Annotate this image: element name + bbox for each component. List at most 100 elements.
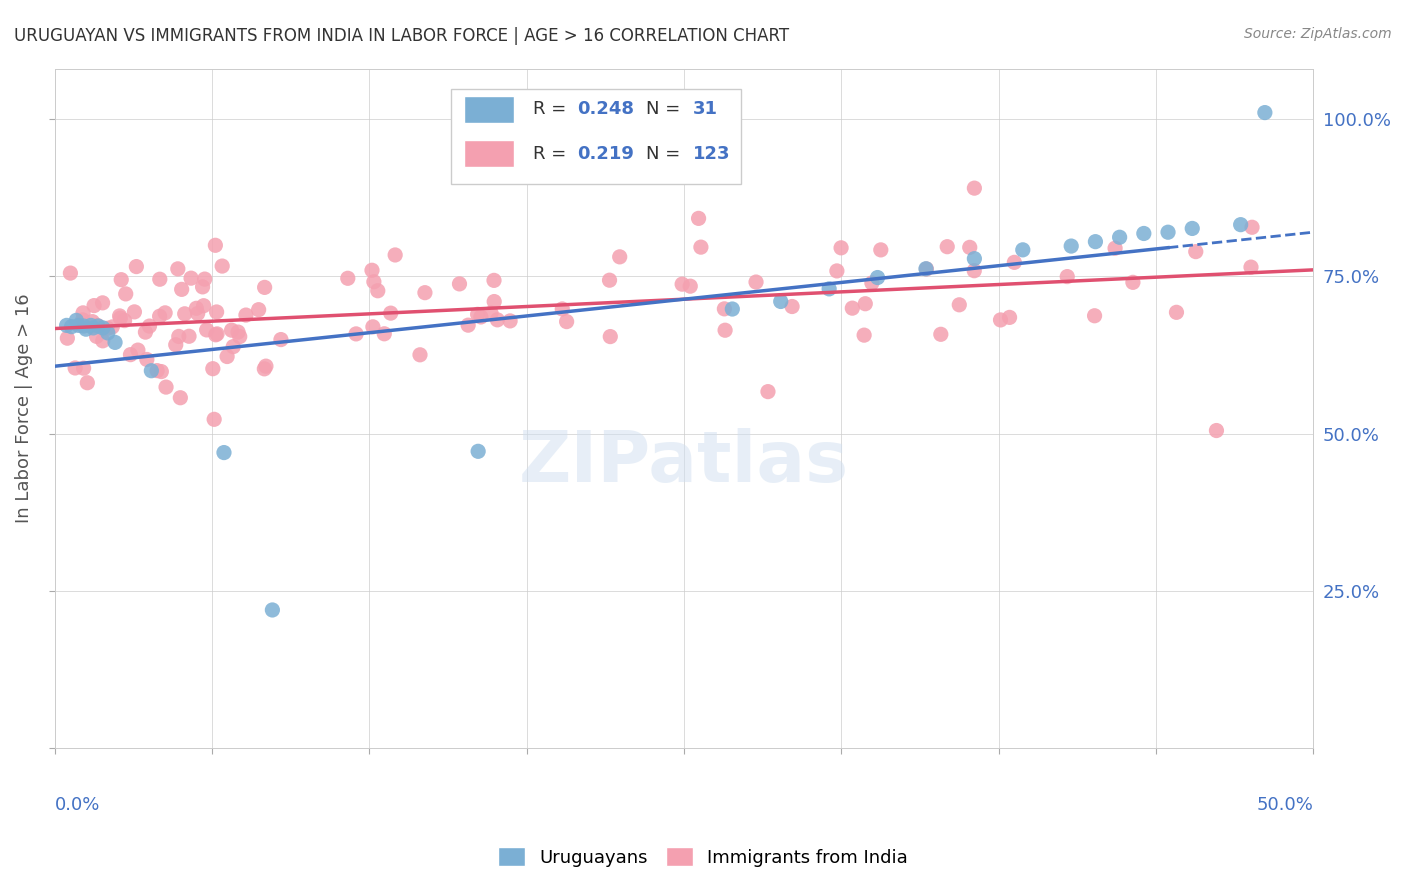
Immigrants from India [91,296,114,310]
Immigrants from India [1166,305,1188,319]
Immigrants from India [253,361,276,376]
Immigrants from India [714,323,737,337]
Uruguayans [866,270,889,285]
Immigrants from India [479,306,502,320]
Immigrants from India [165,338,187,352]
Uruguayans [1060,239,1083,253]
Immigrants from India [756,384,779,399]
Immigrants from India [860,276,883,290]
Text: N =: N = [647,100,686,119]
Immigrants from India [91,334,114,348]
Immigrants from India [1184,244,1206,259]
Text: 0.248: 0.248 [576,100,634,119]
Bar [464,95,515,123]
Immigrants from India [153,306,176,320]
Immigrants from India [963,263,986,277]
Immigrants from India [270,333,292,347]
Immigrants from India [853,328,876,343]
Immigrants from India [780,300,803,314]
Uruguayans [141,364,163,378]
Text: 123: 123 [693,145,730,162]
Immigrants from India [177,329,200,343]
Immigrants from India [482,273,505,287]
Immigrants from India [193,299,215,313]
Uruguayans [1108,230,1130,244]
Y-axis label: In Labor Force | Age > 16: In Labor Force | Age > 16 [15,293,32,524]
Immigrants from India [853,296,876,310]
Uruguayans [818,282,841,296]
Immigrants from India [110,311,132,326]
Immigrants from India [150,365,173,379]
Text: 0.219: 0.219 [576,145,634,162]
Uruguayans [963,252,986,266]
Immigrants from India [96,321,118,335]
Text: Source: ZipAtlas.com: Source: ZipAtlas.com [1244,27,1392,41]
Immigrants from India [72,306,94,320]
Uruguayans [1084,235,1107,249]
Immigrants from India [195,323,218,337]
Immigrants from India [713,301,735,316]
Immigrants from India [202,412,225,426]
Immigrants from India [373,326,395,341]
Uruguayans [1181,221,1204,235]
Immigrants from India [124,305,146,319]
Uruguayans [87,318,110,333]
Text: 0.0%: 0.0% [55,796,100,814]
Immigrants from India [671,277,693,292]
Immigrants from India [149,272,172,286]
Uruguayans [104,335,127,350]
Immigrants from India [948,298,970,312]
Immigrants from India [86,329,108,343]
Immigrants from India [825,264,848,278]
Uruguayans [1133,227,1156,241]
Text: R =: R = [533,145,572,162]
Text: URUGUAYAN VS IMMIGRANTS FROM INDIA IN LABOR FORCE | AGE > 16 CORRELATION CHART: URUGUAYAN VS IMMIGRANTS FROM INDIA IN LA… [14,27,789,45]
Immigrants from India [205,305,228,319]
Immigrants from India [222,340,245,354]
Uruguayans [262,603,284,617]
Uruguayans [1254,105,1277,120]
Uruguayans [72,318,94,333]
Immigrants from India [211,259,233,273]
Immigrants from India [936,240,959,254]
Immigrants from India [108,309,131,323]
Immigrants from India [110,273,132,287]
Immigrants from India [990,313,1012,327]
Immigrants from India [1122,276,1144,290]
Immigrants from India [745,275,768,289]
Immigrants from India [551,301,574,316]
Immigrants from India [125,260,148,274]
Immigrants from India [599,273,621,287]
Immigrants from India [1240,260,1263,274]
Text: R =: R = [533,100,572,119]
Immigrants from India [254,359,277,373]
Immigrants from India [482,294,505,309]
Immigrants from India [173,307,195,321]
Immigrants from India [146,363,169,377]
Immigrants from India [869,243,891,257]
Uruguayans [82,321,104,335]
Uruguayans [721,301,744,316]
Immigrants from India [688,211,710,226]
Immigrants from India [127,343,149,357]
Immigrants from India [998,310,1021,325]
Immigrants from India [134,325,156,339]
Immigrants from India [929,327,952,342]
Text: 31: 31 [693,100,717,119]
Immigrants from India [361,319,384,334]
Immigrants from India [76,376,98,390]
Immigrants from India [120,348,142,362]
Immigrants from India [138,319,160,334]
Immigrants from India [63,361,86,376]
Immigrants from India [963,181,986,195]
Immigrants from India [959,240,981,254]
Text: N =: N = [647,145,686,162]
FancyBboxPatch shape [451,89,741,184]
Bar [464,140,515,167]
Immigrants from India [166,261,188,276]
Immigrants from India [1104,241,1126,255]
Immigrants from India [221,323,243,337]
Immigrants from India [1241,220,1264,235]
Immigrants from India [1002,255,1025,269]
Immigrants from India [82,315,104,329]
